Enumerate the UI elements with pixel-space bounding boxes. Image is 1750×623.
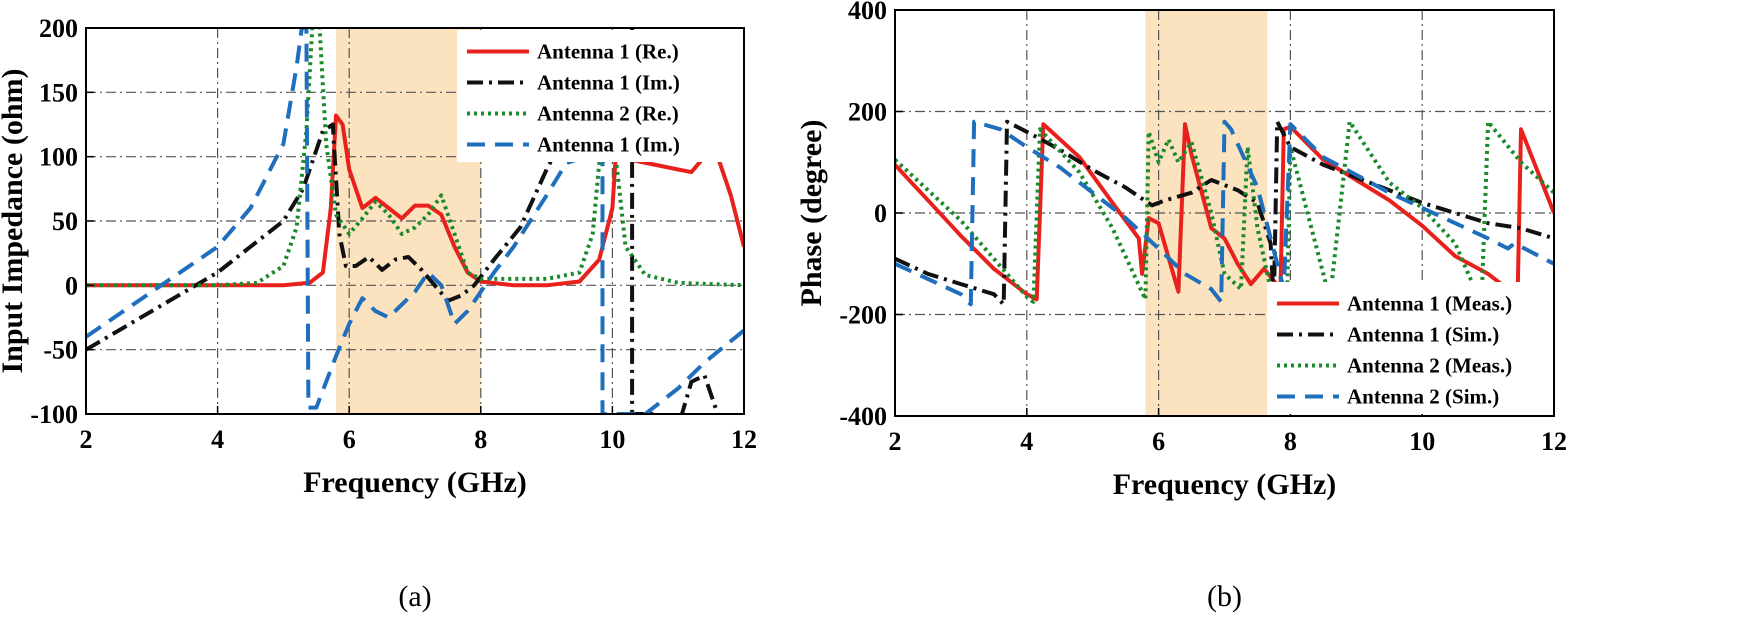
y-tick-label: 100: [39, 143, 78, 172]
y-tick-label: 0: [65, 271, 78, 300]
x-tick-label: 10: [1409, 427, 1435, 456]
x-tick-label: 4: [211, 425, 224, 454]
figure-caption: (b): [1207, 580, 1242, 613]
x-tick-label: 6: [343, 425, 356, 454]
figure-caption: (a): [398, 580, 431, 613]
y-tick-label: -100: [30, 400, 78, 429]
legend-label-0: Antenna 1 (Meas.): [1347, 292, 1512, 316]
y-tick-label: 200: [848, 98, 887, 127]
y-tick-label: 400: [848, 0, 887, 25]
series-line-2: [895, 119, 1554, 304]
x-axis-label: Frequency (GHz): [1113, 468, 1337, 501]
legend-label-0: Antenna 1 (Re.): [537, 40, 679, 64]
y-tick-label: -400: [839, 402, 887, 431]
legend-label-1: Antenna 1 (Sim.): [1347, 323, 1499, 347]
x-tick-label: 8: [474, 425, 487, 454]
legend: Antenna 1 (Meas.) Antenna 1 (Sim.) Antenna…: [1267, 282, 1552, 414]
x-tick-label: 10: [599, 425, 625, 454]
y-tick-label: -50: [43, 336, 78, 365]
y-tick-label: 50: [52, 207, 78, 236]
series-line-3: [895, 119, 1554, 307]
y-tick-label: 200: [39, 14, 78, 43]
series-line-0: [86, 113, 744, 288]
series-group: [86, 28, 744, 414]
series-line-0: [895, 122, 1554, 302]
y-tick-label: -200: [839, 301, 887, 330]
x-tick-label: 8: [1284, 427, 1297, 456]
series-group: [895, 119, 1554, 307]
legend-label-2: Antenna 2 (Meas.): [1347, 354, 1512, 378]
x-tick-label: 2: [80, 425, 93, 454]
legend-label-3: Antenna 1 (Im.): [537, 133, 680, 157]
chart-b: 2 4 6 8 10 12 -400 -200 0 200 400 Frequency (GHz) Ph…: [795, 0, 1567, 613]
y-tick-label: 150: [39, 78, 78, 107]
y-axis-label: Input Impedance (ohm): [0, 68, 29, 373]
x-tick-label: 4: [1020, 427, 1033, 456]
series-line-2: [86, 28, 744, 288]
x-axis-label: Frequency (GHz): [303, 466, 527, 499]
legend-label-1: Antenna 1 (Im.): [537, 71, 680, 95]
legend-label-3: Antenna 2 (Sim.): [1347, 385, 1499, 409]
legend: Antenna 1 (Re.) Antenna 1 (Im.) Antenna 2 …: [457, 30, 742, 162]
series-line-1: [86, 28, 721, 414]
x-tick-label: 2: [889, 427, 902, 456]
y-tick-label: 0: [874, 199, 887, 228]
x-tick-label: 12: [1541, 427, 1567, 456]
y-axis-label: Phase (degree): [795, 120, 828, 307]
series-line-1: [895, 119, 1554, 307]
chart-a: 2 4 6 8 10 12 -100 -50 0 50 100 150 200 Frequency (GH…: [0, 14, 757, 613]
x-tick-label: 6: [1152, 427, 1165, 456]
x-tick-label: 12: [731, 425, 757, 454]
legend-label-2: Antenna 2 (Re.): [537, 102, 679, 126]
